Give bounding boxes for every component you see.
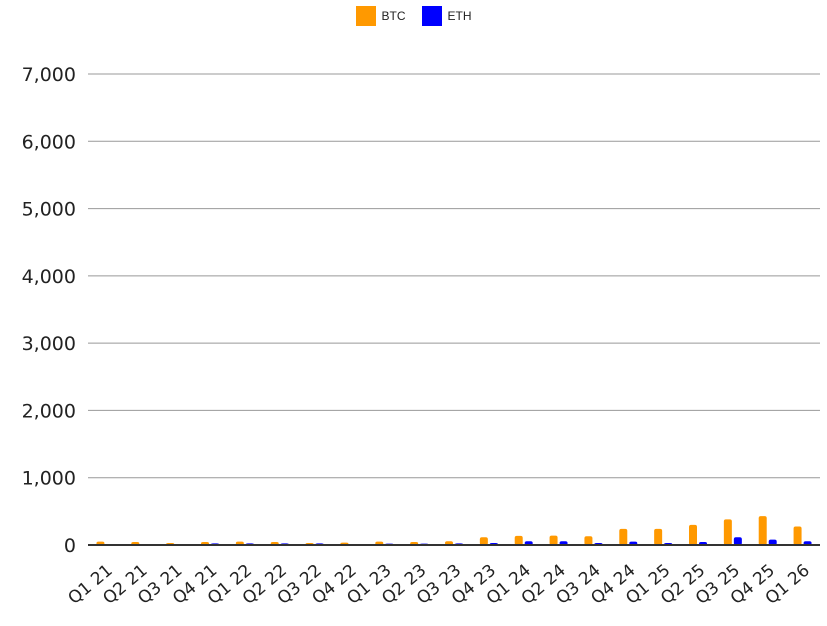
y-tick-label: 7,000 <box>22 64 76 86</box>
legend-item-btc[interactable]: BTC <box>355 6 406 26</box>
bar-eth <box>768 539 777 545</box>
legend: BTC ETH <box>0 6 827 26</box>
legend-label-eth: ETH <box>447 9 472 23</box>
bar-btc <box>793 526 802 545</box>
y-tick-label: 6,000 <box>22 131 76 153</box>
legend-item-eth[interactable]: ETH <box>421 6 472 26</box>
y-tick-label: 1,000 <box>22 468 76 490</box>
legend-swatch-eth <box>421 6 442 26</box>
bar-btc <box>584 536 593 545</box>
bar-btc <box>514 535 523 545</box>
bar-btc <box>619 528 628 545</box>
bar-btc <box>479 537 488 545</box>
legend-label-btc: BTC <box>381 9 406 23</box>
bar-eth <box>733 537 742 545</box>
bar-btc <box>654 528 663 545</box>
bar-btc <box>723 519 732 545</box>
y-tick-label: 2,000 <box>22 400 76 422</box>
bar-btc <box>549 535 558 545</box>
bar-btc <box>758 516 767 545</box>
y-tick-label: 4,000 <box>22 266 76 288</box>
bar-btc <box>689 524 697 545</box>
y-tick-label: 5,000 <box>22 199 76 221</box>
legend-swatch-btc <box>355 6 376 26</box>
y-tick-label: 0 <box>64 535 76 557</box>
y-tick-label: 3,000 <box>22 333 76 355</box>
